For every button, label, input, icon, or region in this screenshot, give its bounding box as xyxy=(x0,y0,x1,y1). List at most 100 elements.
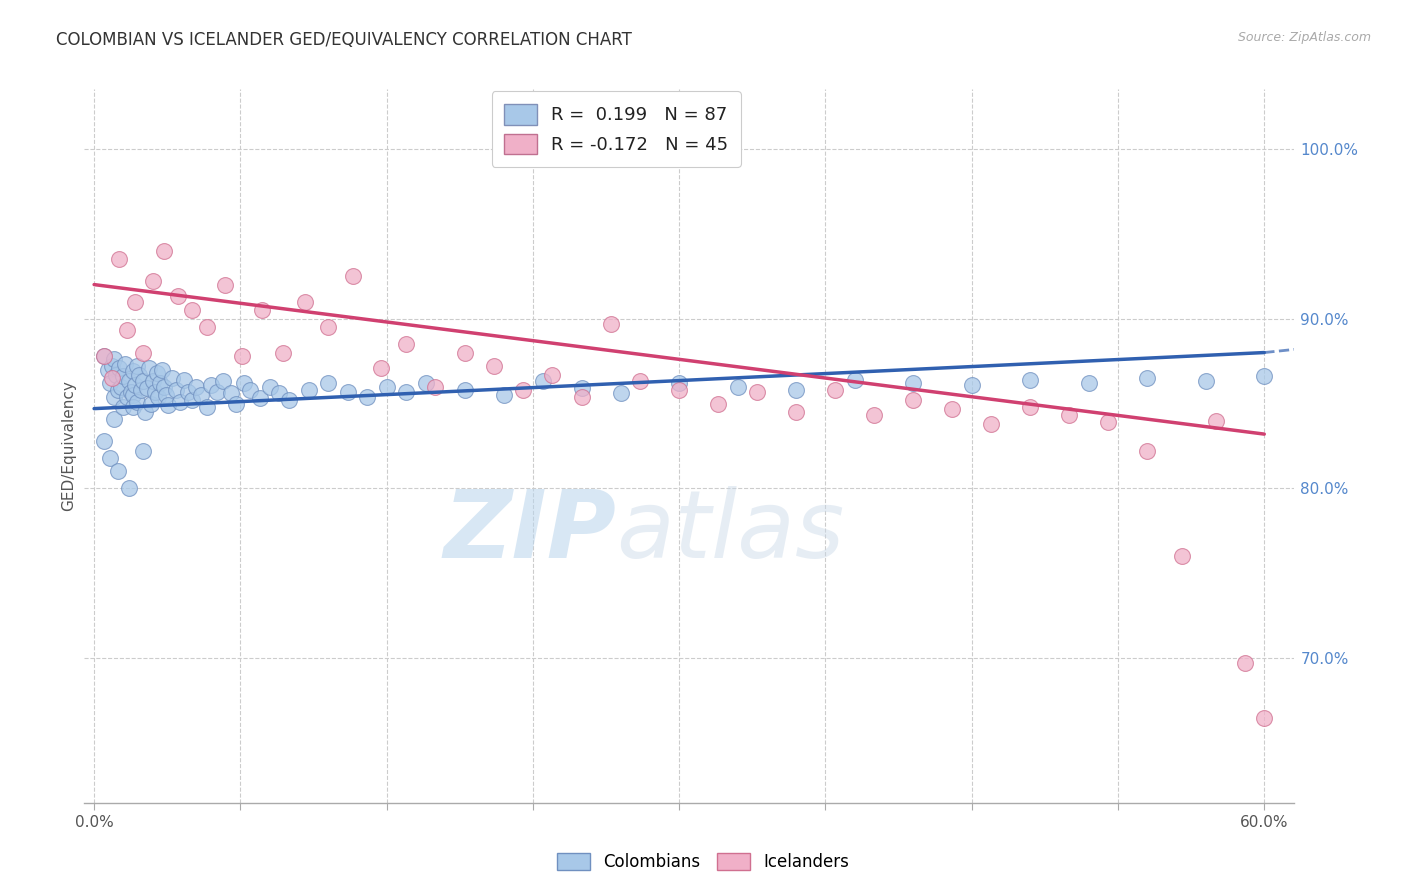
Point xyxy=(785,383,807,397)
Point xyxy=(492,388,515,402)
Point xyxy=(132,444,155,458)
Point xyxy=(153,244,176,258)
Point xyxy=(941,401,963,416)
Point xyxy=(97,362,120,376)
Point xyxy=(1233,657,1256,671)
Point xyxy=(153,379,176,393)
Point xyxy=(148,390,170,404)
Point xyxy=(122,364,145,378)
Point xyxy=(668,376,690,391)
Point xyxy=(214,277,236,292)
Text: R = -0.172   N = 45: R = -0.172 N = 45 xyxy=(502,141,679,159)
Point xyxy=(169,394,191,409)
Point xyxy=(269,386,291,401)
Point xyxy=(271,345,294,359)
Point xyxy=(1077,376,1099,391)
Point xyxy=(1019,373,1042,387)
Point xyxy=(124,294,146,309)
Point xyxy=(785,405,807,419)
Point xyxy=(824,383,846,397)
Point xyxy=(1195,375,1218,389)
Point xyxy=(143,384,166,399)
Point xyxy=(195,320,218,334)
Point xyxy=(190,388,212,402)
Point xyxy=(142,375,165,389)
Legend: Colombians, Icelanders: Colombians, Icelanders xyxy=(548,845,858,880)
Point xyxy=(980,417,1002,431)
Point xyxy=(225,396,247,410)
Point xyxy=(233,376,256,391)
Point xyxy=(1253,711,1275,725)
Point xyxy=(103,412,125,426)
Point xyxy=(103,352,125,367)
Point xyxy=(294,294,316,309)
Point xyxy=(132,375,155,389)
Point xyxy=(205,384,228,399)
Point xyxy=(125,394,148,409)
Point xyxy=(167,289,190,303)
Point xyxy=(482,359,505,373)
Point xyxy=(132,345,155,359)
Point xyxy=(110,379,132,393)
Point xyxy=(98,376,121,391)
Text: Source: ZipAtlas.com: Source: ZipAtlas.com xyxy=(1237,31,1371,45)
Point xyxy=(239,383,262,397)
Point xyxy=(108,360,131,375)
Point xyxy=(100,371,122,385)
Point xyxy=(425,379,447,393)
Point xyxy=(668,383,690,397)
Point xyxy=(200,377,222,392)
Point xyxy=(150,362,173,376)
Point xyxy=(211,375,233,389)
Point xyxy=(195,400,218,414)
Point xyxy=(903,376,925,391)
Point xyxy=(93,434,115,448)
Point xyxy=(844,373,866,387)
Point xyxy=(103,390,125,404)
Point xyxy=(395,337,418,351)
Point xyxy=(370,360,392,375)
Point xyxy=(342,269,364,284)
Point xyxy=(93,349,115,363)
Point xyxy=(316,320,339,334)
Point xyxy=(1253,369,1275,384)
Point xyxy=(316,376,339,391)
Point xyxy=(250,303,273,318)
Point xyxy=(298,383,321,397)
Point xyxy=(112,400,135,414)
Point xyxy=(707,396,730,410)
Point xyxy=(100,359,122,373)
Point xyxy=(571,390,593,404)
Point xyxy=(124,377,146,392)
Point xyxy=(531,375,554,389)
Text: COLOMBIAN VS ICELANDER GED/EQUIVALENCY CORRELATION CHART: COLOMBIAN VS ICELANDER GED/EQUIVALENCY C… xyxy=(56,31,633,49)
Point xyxy=(165,383,187,397)
Point xyxy=(453,345,475,359)
Point xyxy=(336,384,359,399)
Text: ZIP: ZIP xyxy=(443,485,616,578)
Point xyxy=(184,379,207,393)
Point xyxy=(231,349,253,363)
Point xyxy=(139,396,162,410)
Point xyxy=(157,398,180,412)
Text: R =  0.199   N = 87: R = 0.199 N = 87 xyxy=(502,107,678,125)
Point xyxy=(747,384,769,399)
Point xyxy=(98,450,121,465)
Point xyxy=(104,368,127,382)
Point xyxy=(903,393,925,408)
Point xyxy=(107,465,129,479)
Point xyxy=(600,317,623,331)
Point xyxy=(129,383,152,397)
Point xyxy=(278,393,301,408)
Y-axis label: GED/Equivalency: GED/Equivalency xyxy=(60,381,76,511)
Point xyxy=(114,358,136,372)
Point xyxy=(117,390,139,404)
Point xyxy=(541,368,564,382)
Point xyxy=(145,366,167,380)
Point xyxy=(453,383,475,397)
Point xyxy=(571,381,593,395)
Point xyxy=(180,393,202,408)
Point xyxy=(135,381,157,395)
Point xyxy=(155,388,177,402)
Point xyxy=(727,379,749,393)
